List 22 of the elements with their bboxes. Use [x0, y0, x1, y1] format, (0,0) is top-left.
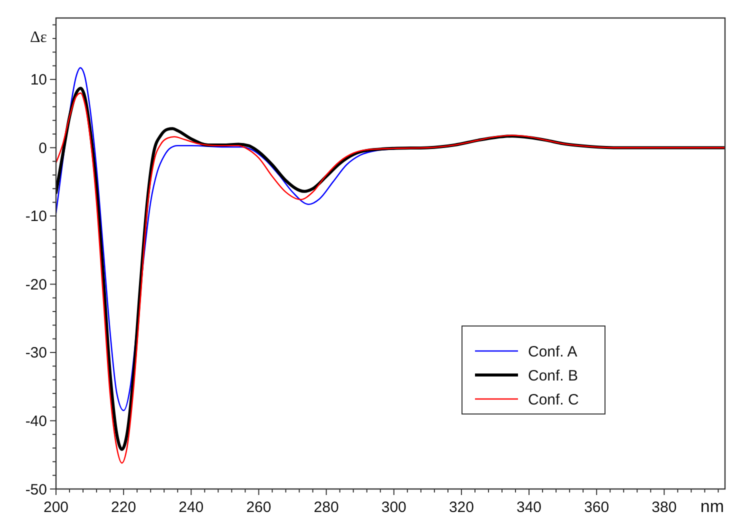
- x-tick-label: 360: [584, 499, 610, 516]
- legend-label: Conf. A: [528, 343, 578, 360]
- y-tick-label: 0: [38, 140, 47, 157]
- y-tick-label: -10: [25, 208, 47, 226]
- legend-label: Conf. B: [528, 367, 578, 384]
- legend-label: Conf. C: [528, 391, 580, 408]
- y-tick-label: 10: [30, 72, 47, 89]
- x-tick-label: 320: [448, 499, 474, 516]
- y-axis-title: Δε: [30, 29, 48, 46]
- x-tick-label: 240: [178, 499, 204, 516]
- x-tick-label: 380: [652, 499, 677, 516]
- x-tick-label: 220: [111, 499, 136, 516]
- y-tick-label: -30: [25, 344, 47, 362]
- x-tick-label: 300: [381, 499, 406, 516]
- y-tick-label: -50: [25, 481, 47, 498]
- x-tick-label: 200: [43, 499, 69, 516]
- y-tick-label: -20: [25, 276, 47, 294]
- x-tick-label: 340: [516, 499, 542, 516]
- y-tick-label: -40: [25, 412, 47, 430]
- x-tick-label: 260: [246, 499, 272, 516]
- x-tick-label: 280: [314, 499, 339, 516]
- x-axis-title: nm: [700, 497, 724, 516]
